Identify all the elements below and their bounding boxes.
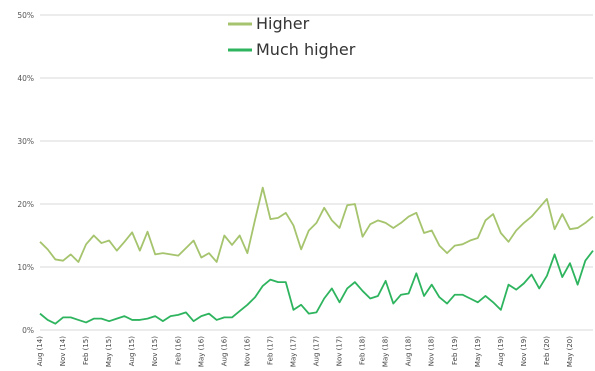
- y-tick-label: 50%: [17, 11, 34, 20]
- x-axis-tick-labels: Aug (14) Nov (14) Feb (15) May (15) Aug (15)…: [36, 336, 574, 367]
- x-tick-label: May (15): [105, 336, 113, 367]
- x-tick-label: Feb (18): [359, 336, 367, 365]
- x-tick-label: May (18): [382, 336, 390, 367]
- series-line-higher: [39, 186, 594, 263]
- x-tick-label: Nov (16): [243, 336, 251, 367]
- x-tick-label: Nov (17): [336, 336, 344, 367]
- x-tick-label: May (17): [289, 336, 297, 367]
- x-tick-label: Nov (19): [520, 336, 528, 367]
- x-tick-label: Nov (18): [428, 336, 436, 367]
- x-tick-label: Aug (14): [36, 336, 44, 367]
- x-tick-label: Feb (15): [82, 336, 90, 365]
- y-tick-label: 10%: [17, 263, 34, 272]
- legend-label-much-higher: Much higher: [256, 40, 356, 59]
- x-tick-label: Feb (17): [266, 336, 274, 365]
- x-tick-label: Nov (14): [59, 336, 67, 367]
- x-tick-label: May (16): [197, 336, 205, 367]
- x-tick-label: Nov (15): [151, 336, 159, 367]
- legend: Higher Much higher: [228, 14, 356, 59]
- x-tick-label: Feb (19): [451, 336, 459, 365]
- x-tick-label: Aug (18): [405, 336, 413, 367]
- y-tick-label: 20%: [17, 200, 34, 209]
- x-tick-label: Feb (20): [543, 336, 551, 365]
- gridlines: [40, 14, 593, 331]
- series-line-much-higher: [39, 250, 594, 325]
- y-tick-label: 40%: [17, 74, 34, 83]
- x-tick-label: May (20): [566, 336, 574, 367]
- series-lines: [39, 186, 594, 325]
- y-tick-label: 0%: [22, 326, 34, 335]
- y-tick-label: 30%: [17, 137, 34, 146]
- y-axis-tick-labels: 0% 10% 20% 30% 40% 50%: [17, 11, 34, 335]
- x-tick-label: Aug (16): [220, 336, 228, 367]
- legend-label-higher: Higher: [256, 14, 310, 33]
- x-tick-label: Feb (16): [174, 336, 182, 365]
- x-tick-label: Aug (17): [313, 336, 321, 367]
- x-tick-label: May (19): [474, 336, 482, 367]
- x-tick-label: Aug (15): [128, 336, 136, 367]
- x-tick-label: Aug (19): [497, 336, 505, 367]
